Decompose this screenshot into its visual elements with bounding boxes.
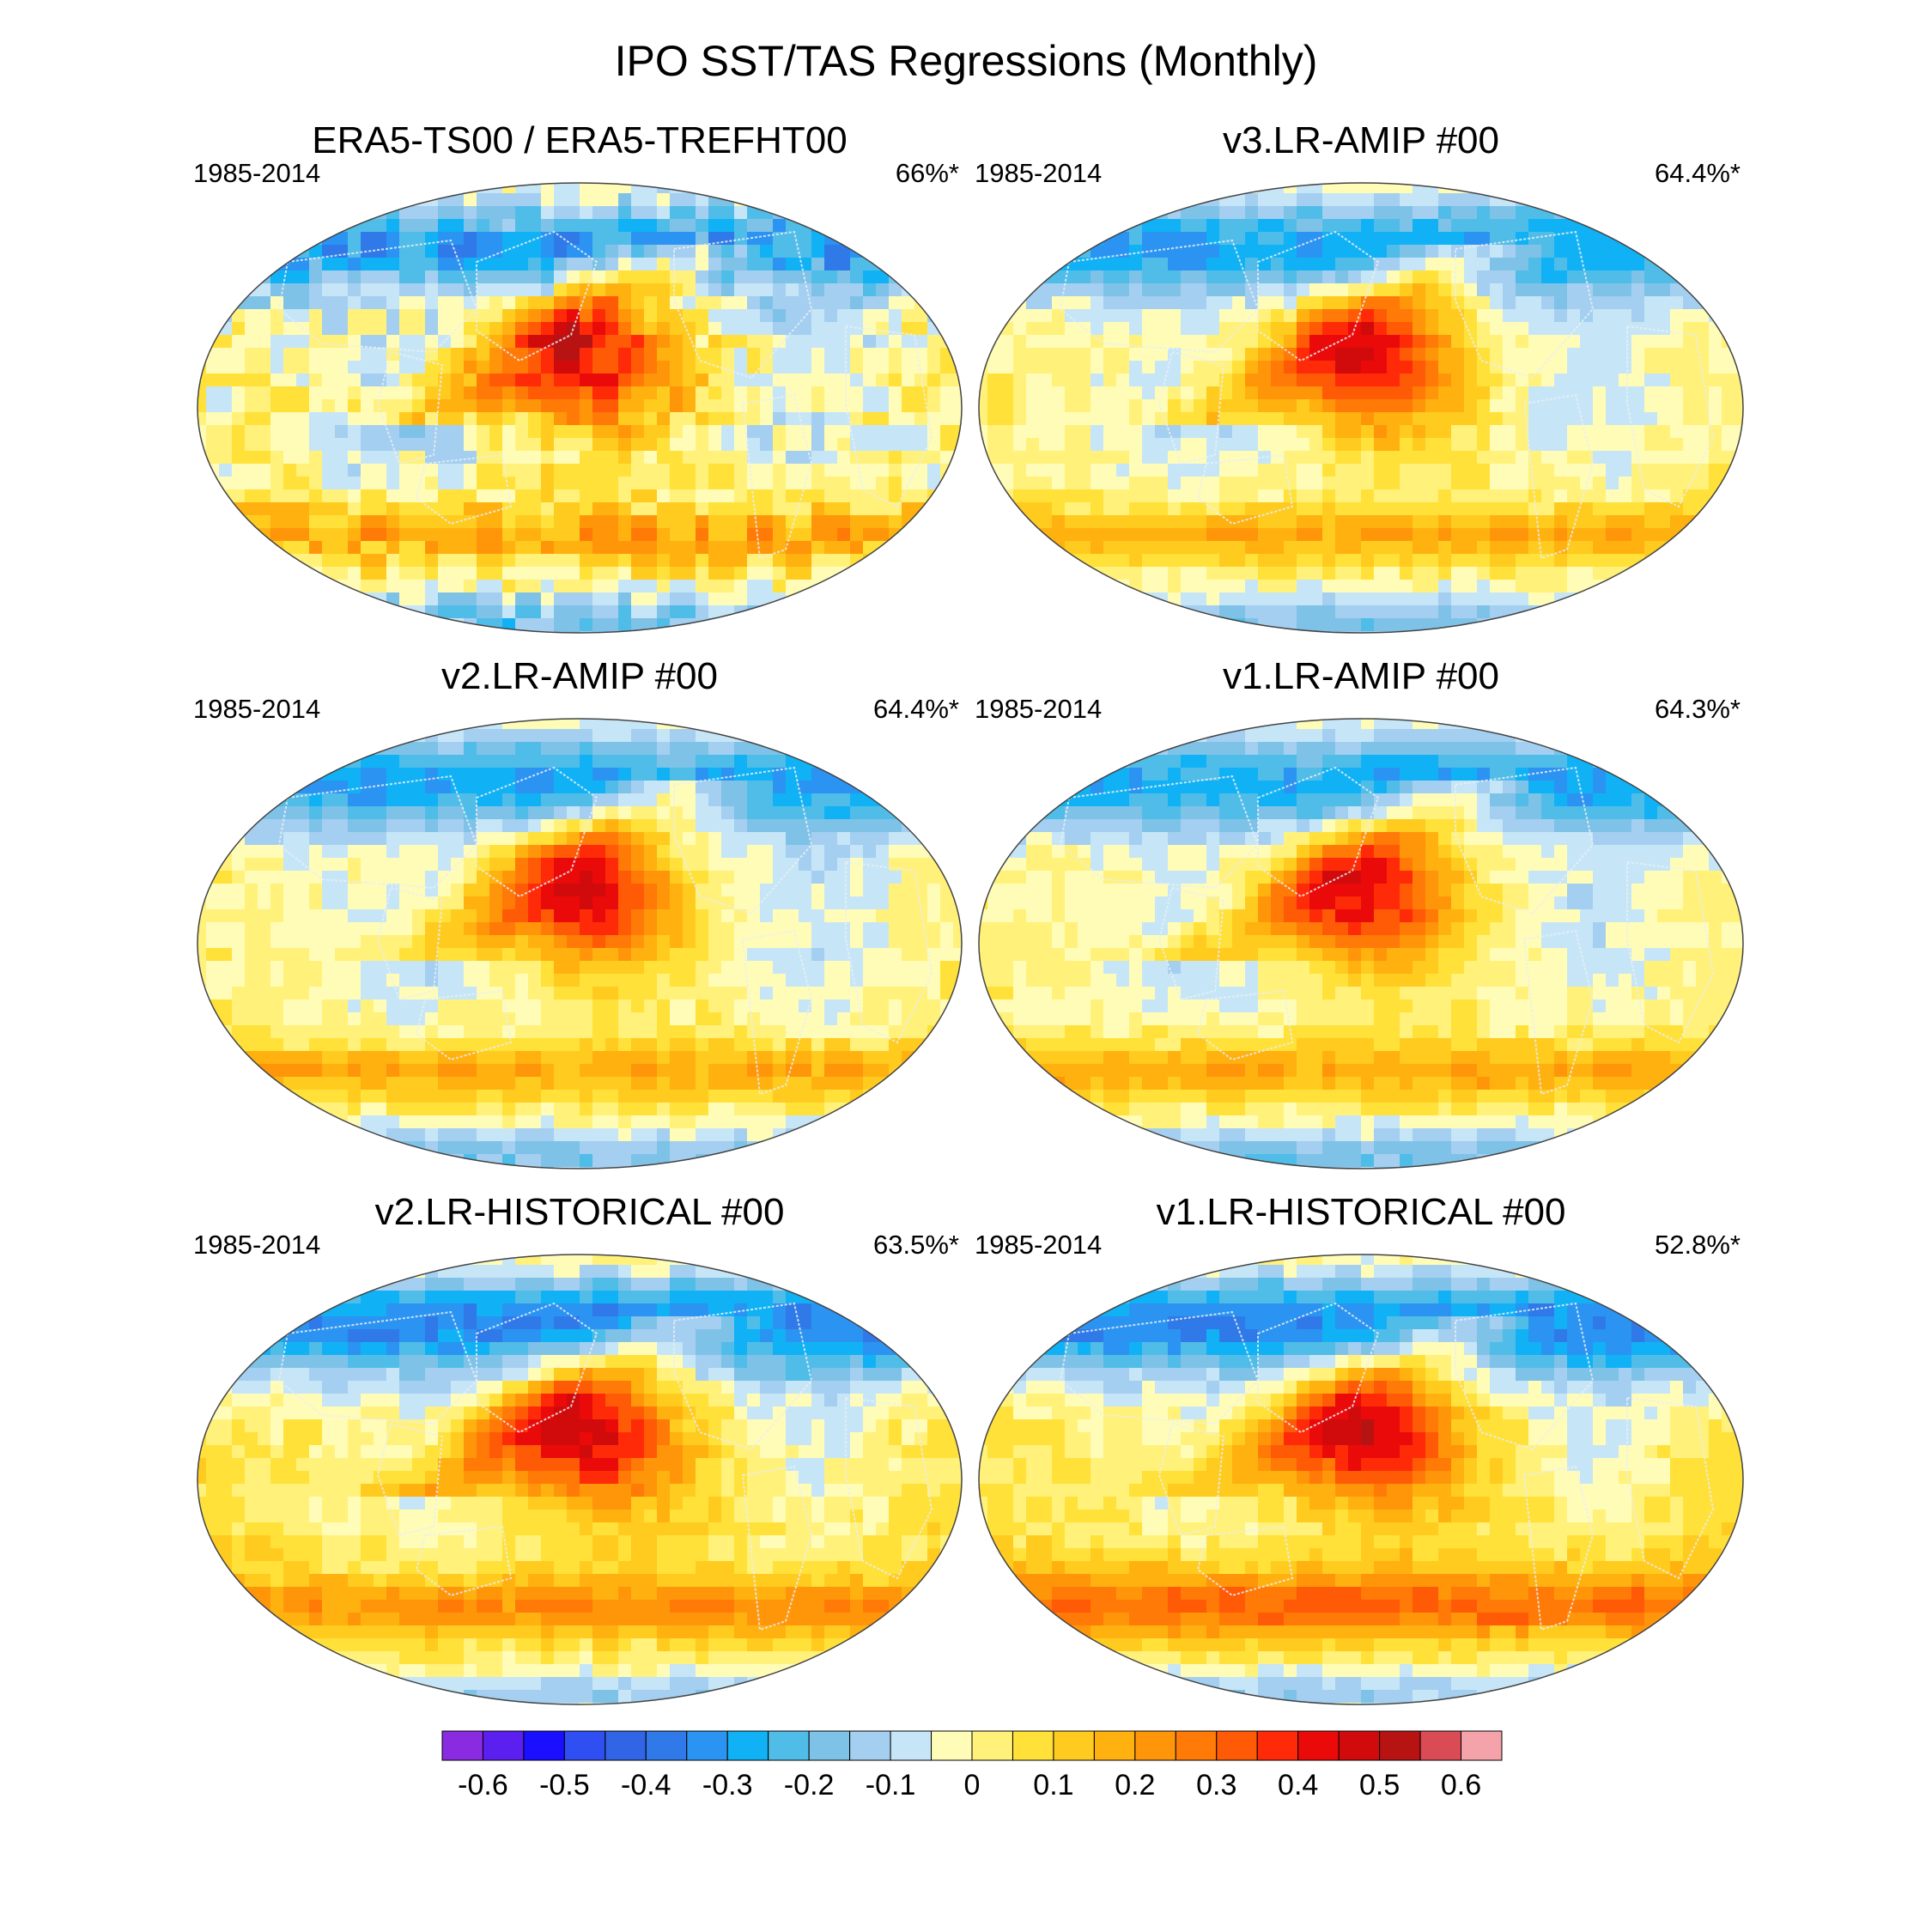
coastlines xyxy=(1059,1302,1715,1631)
colorbar-swatch xyxy=(971,1730,1013,1761)
colorbar-swatch xyxy=(1134,1730,1176,1761)
panel-v2-amip: v2.LR-AMIP #00 1985-2014 64.4%* xyxy=(193,656,966,1171)
map-border xyxy=(197,182,963,634)
world-map xyxy=(978,718,1744,1170)
panel-v2-historical: v2.LR-HISTORICAL #00 1985-2014 63.5%* xyxy=(193,1192,966,1707)
colorbar-tick-label: -0.4 xyxy=(621,1769,671,1801)
variance-percent: 63.5%* xyxy=(873,1230,959,1260)
colorbar-swatch xyxy=(1053,1730,1095,1761)
colorbar-swatch xyxy=(1216,1730,1258,1761)
world-map xyxy=(197,182,963,634)
colorbar-swatch xyxy=(1093,1730,1136,1761)
panel-v1-amip: v1.LR-AMIP #00 1985-2014 64.3%* xyxy=(975,656,1747,1171)
figure-title: IPO SST/TAS Regressions (Monthly) xyxy=(614,37,1318,85)
colorbar-swatch xyxy=(563,1730,606,1761)
colorbar-swatch xyxy=(482,1730,525,1761)
coastlines xyxy=(277,230,933,560)
coastlines xyxy=(277,766,933,1096)
colorbar-swatch xyxy=(1419,1730,1462,1761)
variance-percent: 64.4%* xyxy=(1655,158,1741,188)
panel-v3-amip: v3.LR-AMIP #00 1985-2014 64.4%* xyxy=(975,120,1747,635)
period-label: 1985-2014 xyxy=(975,158,1103,188)
colorbar-tick-label: 0.3 xyxy=(1196,1769,1236,1801)
colorbar-tick-label: 0.6 xyxy=(1441,1769,1481,1801)
colorbar-tick-label: 0 xyxy=(964,1769,981,1801)
colorbar-tick-label: 0.5 xyxy=(1359,1769,1400,1801)
colorbar-swatch xyxy=(686,1730,728,1761)
colorbar-swatch xyxy=(931,1730,973,1761)
colorbar-swatch xyxy=(1461,1730,1503,1761)
colorbar-tick-label: 0.1 xyxy=(1033,1769,1073,1801)
colorbar-swatch xyxy=(726,1730,769,1761)
panel-title: v1.LR-HISTORICAL #00 xyxy=(1156,1191,1566,1233)
colorbar-swatch xyxy=(441,1730,483,1761)
colorbar-swatch xyxy=(768,1730,810,1761)
colorbar-swatch xyxy=(605,1730,647,1761)
colorbar-swatch xyxy=(849,1730,891,1761)
period-label: 1985-2014 xyxy=(975,1230,1103,1260)
colorbar-swatch xyxy=(1175,1730,1218,1761)
variance-percent: 52.8%* xyxy=(1655,1230,1741,1260)
panel-era5: ERA5-TS00 / ERA5-TREFHT00 1985-2014 66%* xyxy=(193,120,966,635)
panel-title: v3.LR-AMIP #00 xyxy=(1222,119,1499,161)
colorbar-swatch xyxy=(523,1730,565,1761)
panel-title: ERA5-TS00 / ERA5-TREFHT00 xyxy=(312,119,848,161)
colorbar-tick-label: 0.4 xyxy=(1278,1769,1318,1801)
variance-percent: 66%* xyxy=(895,158,959,188)
world-map xyxy=(197,718,963,1170)
map-border xyxy=(197,1254,963,1705)
colorbar-tick-label: -0.3 xyxy=(702,1769,753,1801)
world-map xyxy=(197,1254,963,1705)
colorbar-swatch xyxy=(808,1730,851,1761)
colorbar-swatch xyxy=(1338,1730,1381,1761)
map-border xyxy=(197,718,963,1170)
panel-v1-historical: v1.LR-HISTORICAL #00 1985-2014 52.8%* xyxy=(975,1192,1747,1707)
colorbar-swatch xyxy=(1297,1730,1340,1761)
colorbar-swatch xyxy=(890,1730,933,1761)
colorbar-tick-label: -0.6 xyxy=(458,1769,508,1801)
colorbar-tick-label: -0.1 xyxy=(866,1769,916,1801)
map-border xyxy=(978,718,1744,1170)
colorbar-swatch xyxy=(1012,1730,1054,1761)
colorbar-tick-label: -0.5 xyxy=(539,1769,590,1801)
colorbar-swatch xyxy=(1379,1730,1421,1761)
coastlines xyxy=(1059,230,1715,560)
colorbar-swatch xyxy=(645,1730,688,1761)
colorbar-tick-label: -0.2 xyxy=(784,1769,835,1801)
map-border xyxy=(978,1254,1744,1705)
period-label: 1985-2014 xyxy=(193,694,321,724)
panel-title: v1.LR-AMIP #00 xyxy=(1222,655,1499,697)
period-label: 1985-2014 xyxy=(975,694,1103,724)
variance-percent: 64.4%* xyxy=(873,694,959,724)
colorbar: -0.6 -0.5 -0.4 -0.3 -0.2 -0.1 0 0.1 0.2 0.3 0.4 0.5… xyxy=(441,1730,1503,1801)
world-map xyxy=(978,182,1744,634)
colorbar-tick-label: 0.2 xyxy=(1115,1769,1155,1801)
period-label: 1985-2014 xyxy=(193,158,321,188)
coastlines xyxy=(1059,766,1715,1096)
variance-percent: 64.3%* xyxy=(1655,694,1741,724)
period-label: 1985-2014 xyxy=(193,1230,321,1260)
panel-title: v2.LR-HISTORICAL #00 xyxy=(374,1191,785,1233)
panel-title: v2.LR-AMIP #00 xyxy=(440,655,718,697)
coastlines xyxy=(277,1302,933,1631)
world-map xyxy=(978,1254,1744,1705)
colorbar-swatch xyxy=(1256,1730,1299,1761)
map-border xyxy=(978,182,1744,634)
